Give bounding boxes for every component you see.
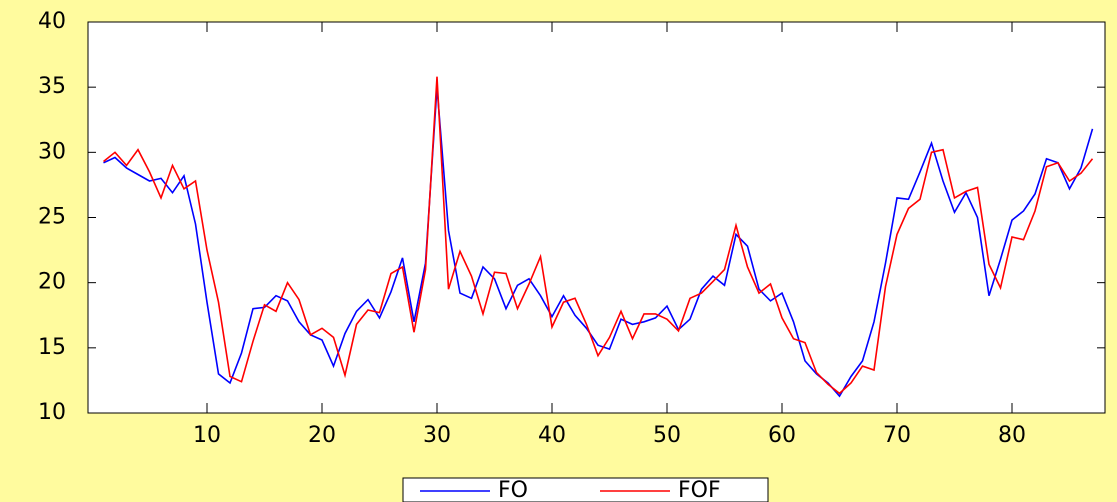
- chart: FO FOF 10 15 20 25 30 35 40 10 20 30 40 50 60 70 80: [0, 0, 1117, 502]
- x-tick-label: 80: [998, 423, 1026, 448]
- x-tick-label: 20: [308, 423, 336, 448]
- x-tick-label: 10: [193, 423, 221, 448]
- y-tick-label: 35: [38, 74, 66, 99]
- legend: FO FOF: [403, 478, 768, 502]
- y-tick-label: 20: [38, 270, 66, 295]
- y-tick-label: 30: [38, 139, 66, 164]
- x-tick-label: 70: [883, 423, 911, 448]
- y-tick-label: 10: [38, 400, 66, 425]
- y-tick-label: 25: [38, 205, 66, 230]
- x-tick-label: 50: [653, 423, 681, 448]
- y-tick-label: 40: [38, 9, 66, 34]
- x-tick-label: 60: [768, 423, 796, 448]
- x-tick-label: 40: [538, 423, 566, 448]
- y-tick-label: 15: [38, 335, 66, 360]
- legend-label: FOF: [678, 478, 721, 502]
- x-tick-label: 30: [423, 423, 451, 448]
- legend-label: FO: [498, 478, 528, 502]
